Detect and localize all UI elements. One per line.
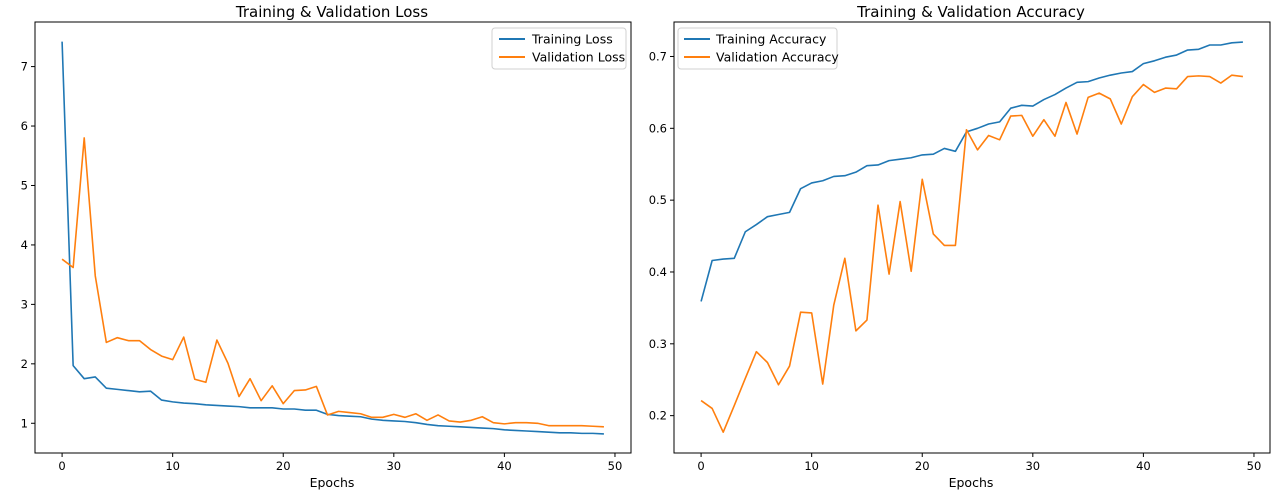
loss-ytick-label: 7 — [21, 60, 28, 74]
loss-xtick-label: 10 — [165, 459, 180, 473]
loss-ytick-label: 1 — [21, 416, 28, 430]
loss-x-axis-label: Epochs — [310, 475, 355, 490]
loss-y-ticks: 1 2 3 4 5 6 7 — [21, 60, 35, 430]
series-line-training-accuracy — [700, 41, 1243, 302]
accuracy-ytick-label: 0.7 — [649, 49, 667, 63]
legend-label-training-loss: Training Loss — [531, 32, 613, 47]
accuracy-ytick-label: 0.4 — [649, 265, 667, 279]
accuracy-ytick-label: 0.6 — [649, 121, 667, 135]
accuracy-x-axis-label: Epochs — [949, 475, 994, 490]
loss-ytick-label: 4 — [21, 238, 28, 252]
loss-xtick-label: 20 — [276, 459, 291, 473]
accuracy-xtick-label: 50 — [1247, 459, 1262, 473]
loss-legend: Training Loss Validation Loss — [491, 27, 627, 70]
loss-xtick-label: 30 — [386, 459, 401, 473]
legend-label-training-accuracy: Training Accuracy — [715, 32, 827, 47]
loss-plot-frame — [34, 21, 632, 454]
loss-x-ticks: 0 10 20 30 40 50 — [58, 453, 622, 473]
accuracy-chart-panel: Training & Validation Accuracy 0.2 0.3 0.4… — [649, 3, 1271, 490]
accuracy-plot-frame — [673, 21, 1271, 454]
accuracy-xtick-label: 40 — [1136, 459, 1151, 473]
legend-label-validation-accuracy: Validation Accuracy — [716, 50, 839, 65]
loss-ytick-label: 6 — [21, 119, 28, 133]
accuracy-xtick-label: 10 — [804, 459, 819, 473]
loss-plot-area — [35, 22, 631, 453]
loss-series-layer — [61, 41, 604, 435]
accuracy-x-ticks: 0 10 20 30 40 50 — [697, 453, 1261, 473]
loss-xtick-label: 0 — [58, 459, 65, 473]
loss-ytick-label: 3 — [21, 297, 28, 311]
accuracy-chart-title: Training & Validation Accuracy — [856, 3, 1085, 21]
series-line-training-loss — [61, 41, 604, 435]
loss-legend-box — [491, 27, 627, 70]
loss-chart-panel: Training & Validation Loss 1 2 3 4 5 6 7 0 10 20… — [21, 3, 632, 490]
legend-label-validation-loss: Validation Loss — [532, 50, 625, 65]
accuracy-ytick-label: 0.5 — [649, 193, 667, 207]
accuracy-ytick-label: 0.2 — [649, 409, 667, 423]
accuracy-xtick-label: 30 — [1025, 459, 1040, 473]
loss-ytick-label: 2 — [21, 357, 28, 371]
accuracy-xtick-label: 0 — [697, 459, 704, 473]
accuracy-legend: Training Accuracy Validation Accuracy — [677, 27, 839, 70]
loss-xtick-label: 50 — [608, 459, 623, 473]
loss-xtick-label: 40 — [497, 459, 512, 473]
accuracy-xtick-label: 20 — [915, 459, 930, 473]
accuracy-series-layer — [700, 41, 1244, 433]
accuracy-plot-area — [674, 22, 1270, 453]
accuracy-y-ticks: 0.2 0.3 0.4 0.5 0.6 0.7 — [649, 49, 674, 423]
series-line-validation-accuracy — [700, 74, 1244, 433]
series-line-validation-loss — [61, 137, 604, 428]
accuracy-legend-box — [677, 27, 838, 70]
loss-ytick-label: 5 — [21, 178, 28, 192]
accuracy-ytick-label: 0.3 — [649, 337, 667, 351]
loss-chart-title: Training & Validation Loss — [235, 3, 428, 21]
